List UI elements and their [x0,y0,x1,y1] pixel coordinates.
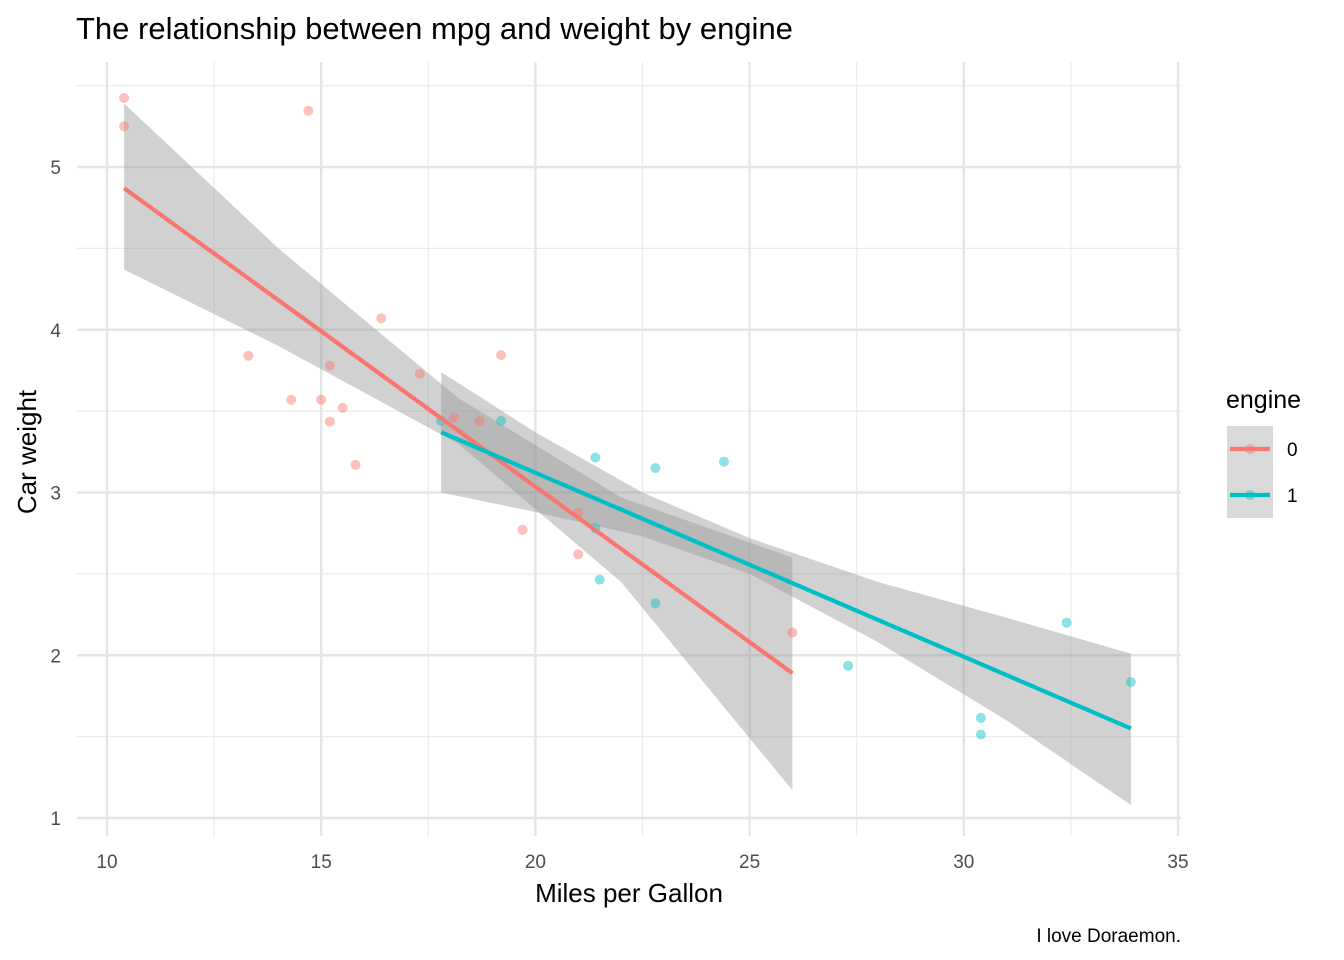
data-point-engine-1 [650,463,661,474]
x-tick-label: 10 [96,852,117,873]
confidence-band-1 [441,372,1131,805]
data-point-engine-1 [496,415,507,426]
data-point-engine-0 [324,416,335,427]
data-point-engine-1 [590,452,601,463]
data-point-engine-1 [1125,677,1136,688]
legend: engine 01 [1226,386,1301,518]
data-point-engine-1 [843,660,854,671]
data-point-engine-0 [337,402,348,413]
y-tick-label: 1 [50,809,61,830]
x-axis-title: Miles per Gallon [535,878,723,908]
data-point-engine-1 [975,729,986,740]
x-tick-label: 25 [739,852,760,873]
legend-title: engine [1226,386,1301,414]
data-point-engine-0 [286,394,297,405]
fit-lines [122,186,1132,731]
data-point-engine-0 [119,121,130,132]
data-point-engine-0 [243,350,254,361]
data-point-engine-0 [316,394,327,405]
confidence-band-0 [124,103,793,791]
data-point-engine-0 [119,93,130,103]
chart-title: The relationship between mpg and weight … [76,11,793,46]
y-tick-label: 5 [50,158,61,179]
legend-label: 1 [1287,486,1298,507]
legend-key-1: 1 [1227,472,1298,518]
data-point-engine-1 [594,574,605,585]
y-tick-label: 4 [50,321,61,342]
grid [77,62,1181,836]
data-point-engine-1 [718,456,729,467]
confidence-bands [124,103,1131,805]
fit-line-engine-0 [122,186,794,675]
data-point-engine-1 [975,712,986,723]
data-point-engine-1 [1061,617,1072,628]
data-point-engine-0 [573,549,584,560]
data-point-engine-0 [303,105,314,116]
data-point-engine-0 [474,415,485,426]
data-point-engine-0 [517,524,528,535]
data-point-engine-0 [376,313,387,324]
data-point-engine-0 [350,459,361,470]
data-points [119,93,1136,740]
data-point-engine-0 [324,360,335,371]
y-tick-labels: 1 2 3 4 5 [50,158,61,830]
x-tick-label: 35 [1167,852,1188,873]
data-point-engine-1 [650,598,661,609]
x-tick-label: 15 [311,852,332,873]
legend-key-0: 0 [1227,426,1298,472]
data-point-engine-0 [787,627,798,638]
data-point-engine-0 [496,350,507,360]
caption: I love Doraemon. [1036,926,1181,947]
fit-line-engine-1 [440,430,1132,731]
x-tick-labels: 10 15 20 25 30 35 [96,852,1188,873]
x-tick-label: 20 [525,852,546,873]
legend-label: 0 [1287,440,1298,461]
legend-keys: 01 [1227,426,1298,518]
data-point-engine-0 [449,412,459,423]
x-tick-label: 30 [953,852,974,873]
y-tick-label: 2 [50,646,61,667]
data-point-engine-0 [414,368,425,379]
y-tick-label: 3 [50,484,61,505]
y-axis-title: Car weight [12,389,42,514]
